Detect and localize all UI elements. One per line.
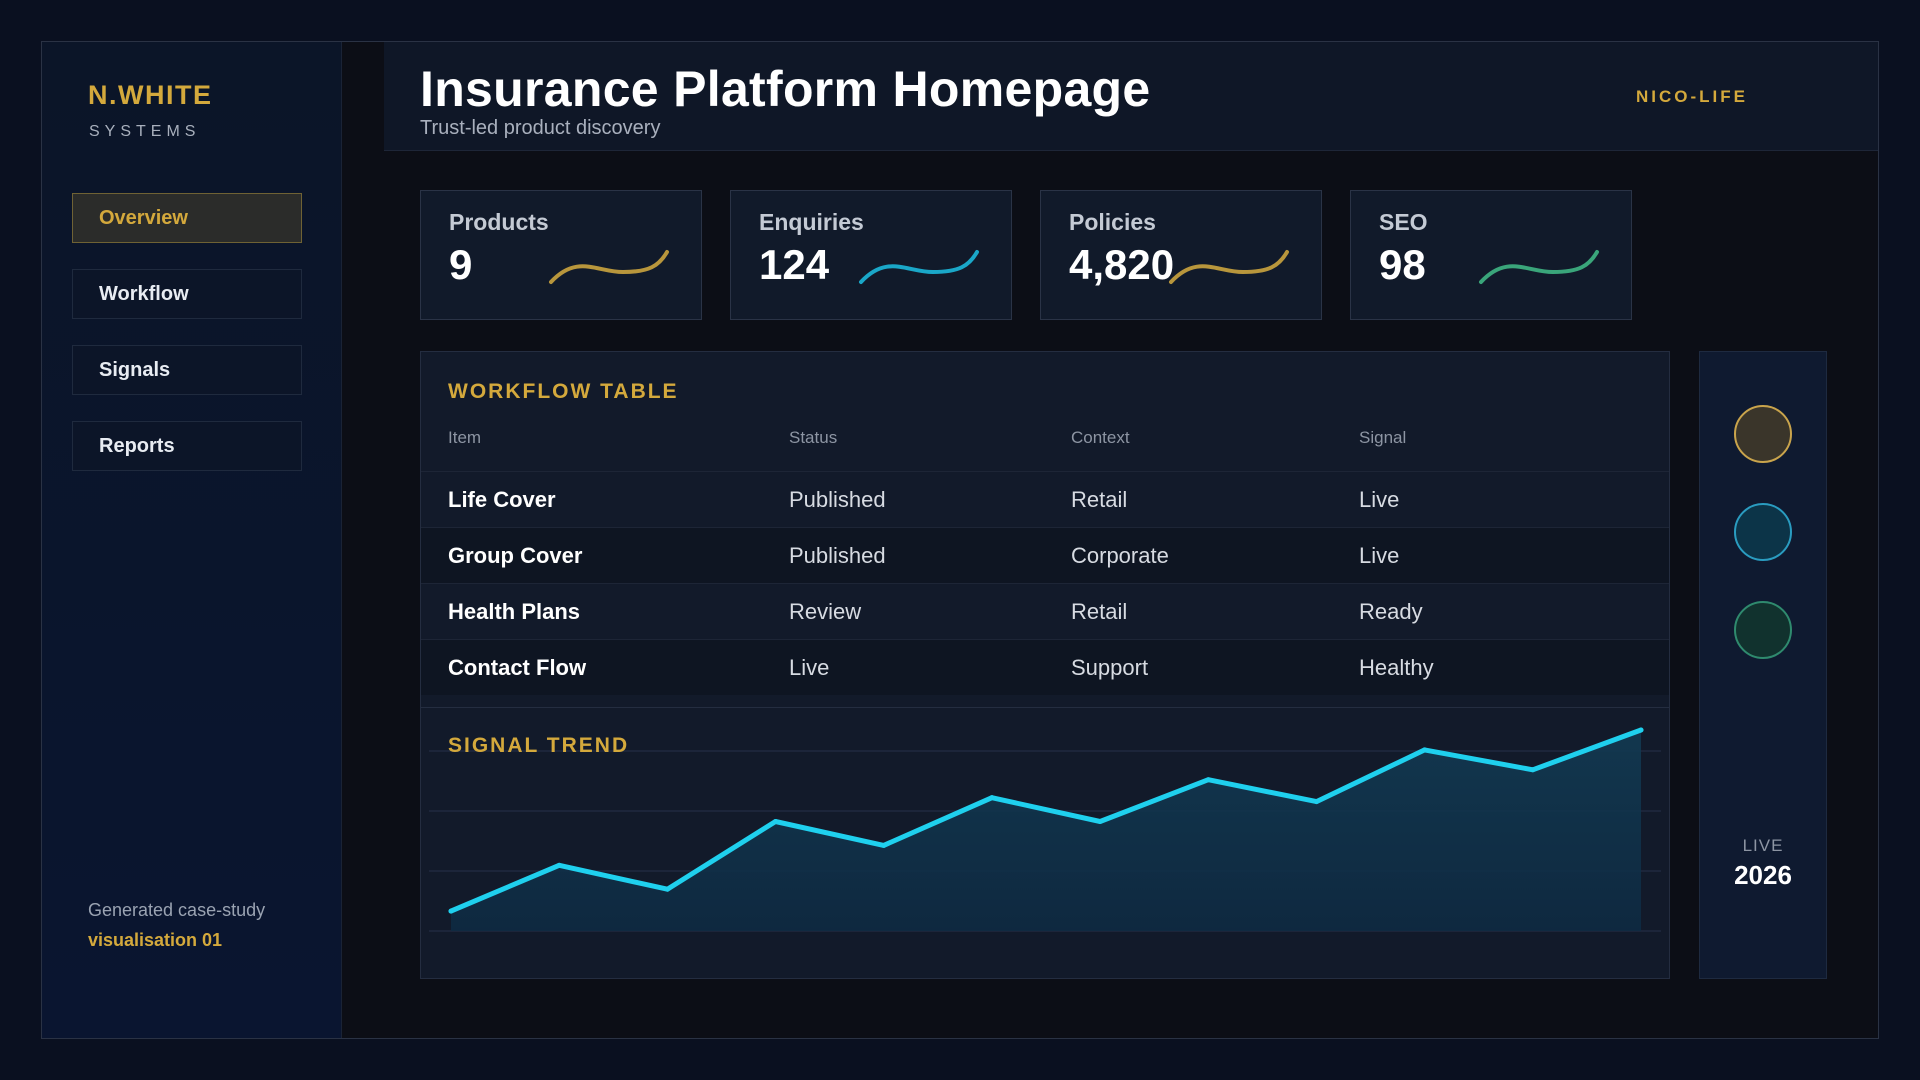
- kpi-value: 4,820: [1069, 241, 1175, 288]
- sparkline-icon: [1169, 250, 1289, 284]
- table-row[interactable]: Health Plans Review Retail Ready: [421, 583, 1669, 639]
- kpi-card-seo[interactable]: SEO 98: [1350, 190, 1632, 320]
- kpi-label: Products: [449, 209, 549, 235]
- gold-status-dot[interactable]: [1734, 405, 1792, 463]
- trend-area: [451, 730, 1641, 931]
- page-header: Insurance Platform Homepage Trust-led pr…: [384, 42, 1878, 151]
- table-cell: Published: [789, 543, 886, 568]
- trend-point-8: [1205, 777, 1211, 783]
- trend-series-line: [448, 727, 1644, 914]
- trend-point-10: [1422, 747, 1428, 753]
- table-cell: Health Plans: [448, 599, 581, 624]
- brand-sub: SYSTEMS: [89, 123, 201, 140]
- sidebar-item-reports[interactable]: Reports: [72, 421, 302, 471]
- kpi-value: 124: [759, 241, 830, 288]
- footer-note: Generated case-study: [88, 900, 266, 920]
- kpi-card-enquiries[interactable]: Enquiries 124: [730, 190, 1012, 320]
- table-cell: Live: [789, 655, 830, 680]
- trend-point-11: [1530, 767, 1536, 773]
- workflow-table: WORKFLOW TABLE Item Status Context Signa…: [420, 351, 1670, 737]
- trend-point-4: [773, 819, 779, 825]
- table-cell: Retail: [1071, 599, 1128, 624]
- table-cell: Corporate: [1071, 543, 1169, 568]
- green-status-dot[interactable]: [1734, 601, 1792, 659]
- kpi-value: 98: [1379, 241, 1426, 288]
- sidebar-item-signals[interactable]: Signals: [72, 345, 302, 395]
- kpi-label: Enquiries: [759, 209, 864, 235]
- page-title: Insurance Platform Homepage: [420, 61, 1151, 117]
- status-panel: LIVE 2026: [1699, 351, 1827, 979]
- tenant-label: NICO-LIFE: [1636, 87, 1748, 106]
- sparkline-icon: [549, 250, 669, 284]
- table-cell: Ready: [1359, 599, 1423, 624]
- table-cell: Support: [1071, 655, 1149, 680]
- app-frame: N.WHITE SYSTEMS Overview Workflow Signal…: [41, 41, 1879, 1039]
- table-row[interactable]: Contact Flow Live Support Healthy: [421, 639, 1669, 695]
- trend-point-5: [881, 842, 887, 848]
- column-header-item[interactable]: Item: [448, 428, 482, 447]
- table-cell: Live: [1359, 543, 1400, 568]
- trend-point-9: [1313, 799, 1319, 805]
- kpi-label: SEO: [1379, 209, 1428, 235]
- workflow-table-title: WORKFLOW TABLE: [448, 380, 679, 403]
- sidebar-item-overview[interactable]: Overview: [72, 193, 302, 243]
- column-header-status[interactable]: Status: [789, 428, 838, 447]
- signal-trend-panel: SIGNAL TREND: [420, 707, 1670, 979]
- kpi-card-policies[interactable]: Policies 4,820: [1040, 190, 1322, 320]
- table-cell: Live: [1359, 487, 1400, 512]
- table-cell: Review: [789, 599, 862, 624]
- sidebar-item-workflow[interactable]: Workflow: [72, 269, 302, 319]
- column-header-context[interactable]: Context: [1071, 428, 1130, 447]
- sparkline-path: [549, 250, 669, 284]
- page-subtitle: Trust-led product discovery: [420, 117, 661, 139]
- trend-point-6: [989, 795, 995, 801]
- trend-point-2: [556, 862, 562, 868]
- sparkline-icon: [1479, 250, 1599, 284]
- sparkline-icon: [859, 250, 979, 284]
- table-cell: Group Cover: [448, 543, 583, 568]
- table-cell: Contact Flow: [448, 655, 587, 680]
- sparkline-path: [1479, 250, 1599, 284]
- table-cell: Healthy: [1359, 655, 1434, 680]
- kpi-card-products[interactable]: Products 9: [420, 190, 702, 320]
- table-cell: Life Cover: [448, 487, 556, 512]
- cyan-status-dot[interactable]: [1734, 503, 1792, 561]
- footer-emphasis: visualisation 01: [88, 930, 223, 950]
- table-cell: Retail: [1071, 487, 1128, 512]
- table-row[interactable]: Life Cover Published Retail Live: [421, 471, 1669, 527]
- kpi-value: 9: [449, 241, 473, 288]
- table-row[interactable]: Group Cover Published Corporate Live: [421, 527, 1669, 583]
- trend-point-7: [1097, 819, 1103, 825]
- trend-point-12: [1638, 727, 1644, 733]
- table-cell: Published: [789, 487, 886, 512]
- kpi-label: Policies: [1069, 209, 1156, 235]
- trend-point-3: [664, 886, 670, 892]
- brand-name: N.WHITE: [88, 80, 213, 110]
- sparkline-path: [859, 250, 979, 284]
- column-header-signal[interactable]: Signal: [1359, 428, 1407, 447]
- trend-point-1: [448, 908, 454, 914]
- live-label: LIVE: [1742, 836, 1784, 855]
- signal-trend-chart: [429, 727, 1661, 932]
- sidebar: N.WHITE SYSTEMS Overview Workflow Signal…: [42, 42, 342, 1038]
- signal-trend-title: SIGNAL TREND: [448, 734, 630, 757]
- live-year: 2026: [1734, 860, 1792, 890]
- sparkline-path: [1169, 250, 1289, 284]
